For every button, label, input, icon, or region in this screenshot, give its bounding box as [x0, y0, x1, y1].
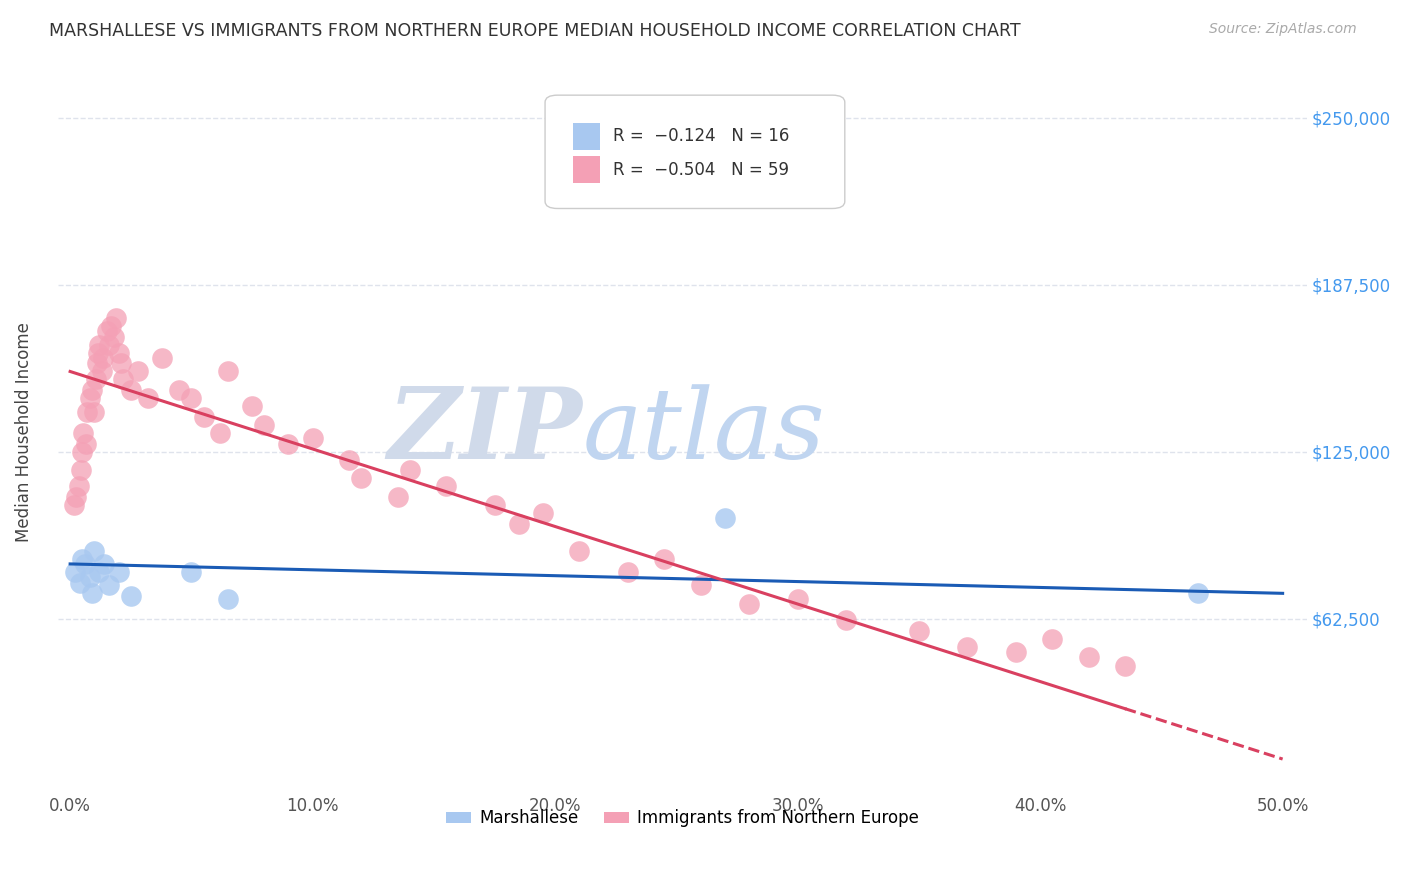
Point — [908, 624, 931, 638]
Point — [87, 345, 110, 359]
Point — [337, 452, 360, 467]
Point — [107, 565, 129, 579]
Point — [277, 436, 299, 450]
Point — [96, 324, 118, 338]
Point — [89, 337, 111, 351]
Point — [956, 640, 979, 654]
Point — [568, 543, 591, 558]
Point — [484, 498, 506, 512]
Text: Source: ZipAtlas.com: Source: ZipAtlas.com — [1209, 22, 1357, 37]
Point — [617, 565, 640, 579]
Point — [689, 578, 711, 592]
Point — [150, 351, 173, 365]
Point — [69, 575, 91, 590]
Text: R =  −0.504   N = 59: R = −0.504 N = 59 — [613, 161, 789, 178]
Point — [91, 351, 114, 365]
Point — [76, 404, 98, 418]
Point — [253, 417, 276, 432]
Point — [398, 463, 420, 477]
Point — [97, 337, 120, 351]
Point — [120, 383, 142, 397]
Point — [1187, 586, 1209, 600]
Point — [79, 570, 101, 584]
Point — [1077, 650, 1099, 665]
Point — [112, 372, 135, 386]
Point — [62, 498, 84, 512]
Point — [63, 565, 86, 579]
Point — [73, 557, 96, 571]
Y-axis label: Median Household Income: Median Household Income — [15, 322, 32, 541]
Point — [193, 409, 215, 424]
Point — [167, 383, 190, 397]
Point — [93, 557, 115, 571]
Point — [120, 589, 142, 603]
Point — [652, 551, 675, 566]
Point — [217, 364, 239, 378]
Point — [531, 506, 554, 520]
Point — [180, 391, 202, 405]
Point — [1040, 632, 1063, 646]
Point — [70, 463, 93, 477]
Point — [89, 565, 111, 579]
Point — [835, 613, 858, 627]
FancyBboxPatch shape — [546, 95, 845, 209]
Point — [90, 364, 112, 378]
Text: R =  −0.124   N = 16: R = −0.124 N = 16 — [613, 128, 789, 145]
Point — [65, 490, 87, 504]
Point — [107, 345, 129, 359]
Point — [103, 329, 125, 343]
Legend: Marshallese, Immigrants from Northern Europe: Marshallese, Immigrants from Northern Eu… — [440, 803, 925, 834]
Point — [80, 383, 103, 397]
Point — [105, 311, 128, 326]
Point — [97, 578, 120, 592]
Point — [786, 591, 808, 606]
Point — [136, 391, 159, 405]
Point — [67, 479, 90, 493]
Point — [83, 543, 105, 558]
Text: atlas: atlas — [582, 384, 825, 479]
Point — [387, 490, 409, 504]
Point — [350, 471, 373, 485]
Point — [127, 364, 149, 378]
Point — [86, 356, 108, 370]
Point — [72, 425, 94, 440]
Point — [1005, 645, 1028, 659]
Point — [738, 597, 761, 611]
Point — [209, 425, 232, 440]
Point — [100, 319, 122, 334]
Point — [70, 444, 93, 458]
Point — [180, 565, 202, 579]
Point — [83, 404, 105, 418]
Point — [217, 591, 239, 606]
Point — [80, 586, 103, 600]
Point — [79, 391, 101, 405]
Point — [110, 356, 132, 370]
Text: MARSHALLESE VS IMMIGRANTS FROM NORTHERN EUROPE MEDIAN HOUSEHOLD INCOME CORRELATI: MARSHALLESE VS IMMIGRANTS FROM NORTHERN … — [49, 22, 1021, 40]
Point — [84, 372, 107, 386]
Point — [1114, 658, 1136, 673]
Point — [434, 479, 457, 493]
Text: ZIP: ZIP — [388, 384, 582, 480]
Bar — [572, 123, 600, 150]
Point — [70, 551, 93, 566]
Point — [508, 516, 530, 531]
Point — [240, 399, 263, 413]
Point — [75, 436, 97, 450]
Point — [301, 431, 323, 445]
Point — [714, 511, 737, 525]
Bar — [572, 156, 600, 183]
